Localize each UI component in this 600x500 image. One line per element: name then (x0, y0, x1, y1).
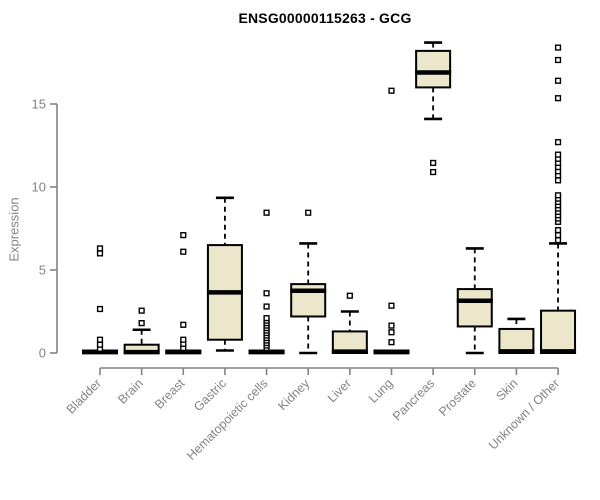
outlier-unknown-other (554, 237, 562, 244)
outlier-unknown-other (554, 192, 562, 199)
x-tick-label-prostate: Prostate (436, 376, 479, 419)
outlier-unknown-other (554, 177, 562, 184)
outlier-breast (180, 336, 187, 343)
outlier-hematopoietic-cells (263, 290, 270, 297)
outlier-bladder (96, 305, 104, 313)
outlier-unknown-other (554, 227, 562, 234)
outlier-unknown-other (554, 95, 562, 102)
outlier-kidney (305, 209, 312, 216)
outlier-hematopoietic-cells (263, 303, 270, 310)
x-tick-label-unknown-other: Unknown / Other (486, 376, 562, 452)
outlier-bladder (96, 336, 104, 343)
outlier-unknown-other (554, 44, 562, 51)
chart-title: ENSG00000115263 - GCG (238, 10, 412, 26)
box-unknown-other (540, 309, 577, 355)
y-tick-label: 10 (32, 180, 46, 195)
outlier-brain (138, 307, 145, 314)
outlier-lung (388, 302, 395, 309)
outlier-lung (388, 329, 395, 336)
x-tick-label-skin: Skin (493, 376, 520, 403)
outlier-pancreas (430, 159, 437, 167)
y-tick-label: 0 (39, 346, 46, 361)
outlier-unknown-other (554, 151, 562, 158)
outlier-pancreas (430, 168, 437, 176)
outlier-hematopoietic-cells (263, 209, 270, 216)
outlier-hematopoietic-cells (263, 315, 270, 322)
outlier-breast (180, 232, 187, 239)
outlier-brain (138, 320, 145, 327)
outlier-bladder (96, 245, 104, 252)
outlier-lung (388, 87, 395, 94)
y-tick-label: 15 (32, 97, 46, 112)
outlier-unknown-other (554, 139, 562, 146)
outlier-liver (346, 292, 353, 299)
outlier-unknown-other (554, 56, 562, 64)
x-tick-label-liver: Liver (325, 376, 354, 405)
x-tick-label-lung: Lung (366, 376, 396, 406)
x-tick-label-kidney: Kidney (275, 376, 312, 413)
box-pancreas (415, 49, 452, 89)
outlier-breast (180, 248, 187, 255)
outlier-lung (388, 322, 395, 329)
x-tick-label-pancreas: Pancreas (390, 376, 437, 423)
x-tick-label-breast: Breast (152, 376, 188, 412)
y-tick-label: 5 (39, 263, 46, 278)
outlier-bladder (96, 250, 104, 257)
x-tick-label-hematopoietic-cells: Hematopoietic cells (184, 376, 271, 463)
outlier-unknown-other (554, 232, 562, 239)
x-tick-label-brain: Brain (115, 376, 146, 407)
outlier-unknown-other (554, 77, 562, 84)
x-tick-label-gastric: Gastric (191, 376, 229, 414)
x-tick-label-bladder: Bladder (64, 376, 104, 416)
outlier-lung (388, 339, 395, 346)
box-prostate (456, 288, 493, 328)
outlier-breast (180, 321, 187, 328)
outlier-bladder (96, 341, 104, 348)
